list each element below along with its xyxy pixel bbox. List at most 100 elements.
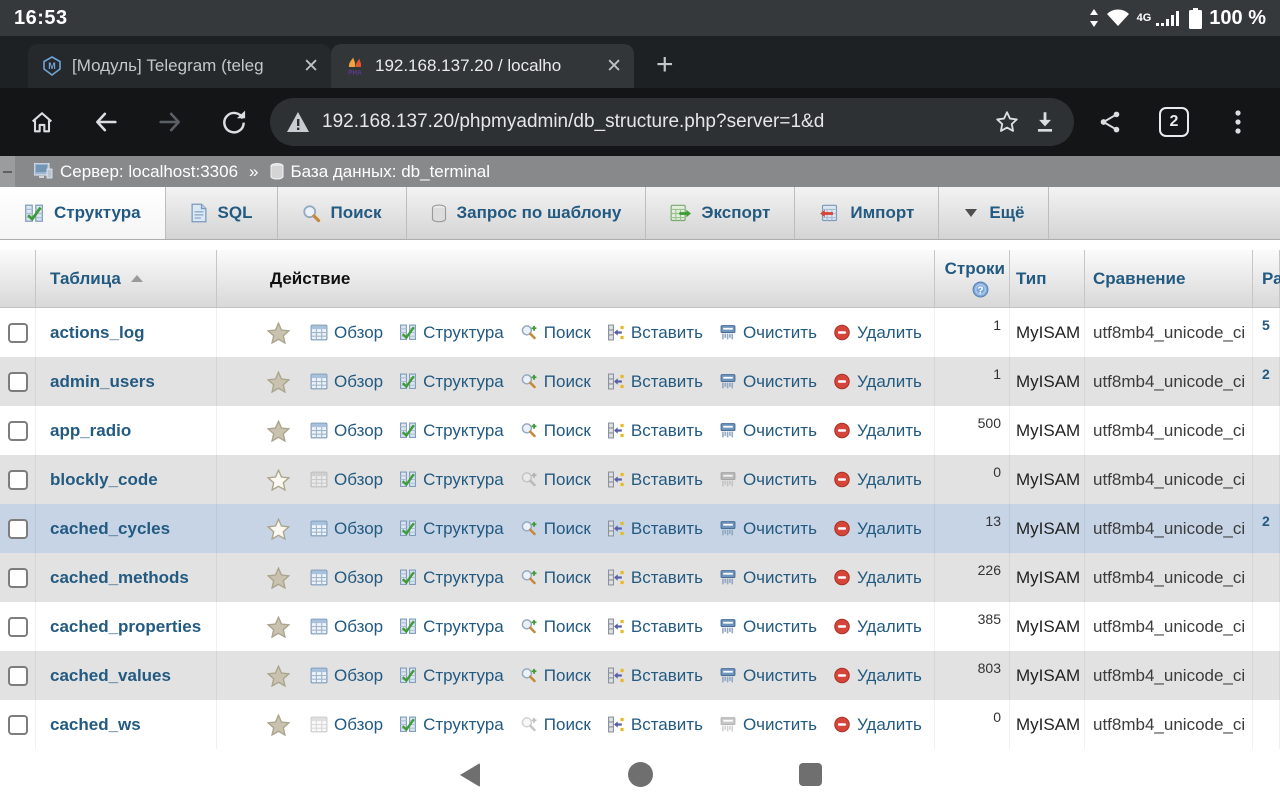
action-drop-link[interactable]: Удалить bbox=[833, 470, 922, 490]
pma-tab-search[interactable]: Поиск bbox=[278, 187, 407, 239]
reload-button[interactable] bbox=[206, 98, 262, 146]
header-collation-sort-link[interactable]: Сравнение bbox=[1093, 268, 1186, 288]
action-insert-link[interactable]: Вставить bbox=[607, 323, 703, 343]
favorite-star-icon[interactable] bbox=[267, 566, 290, 589]
action-struct-link[interactable]: Структура bbox=[399, 666, 504, 686]
close-tab-icon[interactable]: ✕ bbox=[303, 55, 319, 77]
row-checkbox[interactable] bbox=[7, 420, 28, 441]
pma-tab-sql[interactable]: SQL bbox=[166, 187, 278, 239]
action-browse-link[interactable]: Обзор bbox=[310, 372, 383, 392]
header-rows-sort-link[interactable]: Строки bbox=[944, 259, 1005, 278]
action-drop-link[interactable]: Удалить bbox=[833, 323, 922, 343]
bookmark-star-icon[interactable] bbox=[994, 109, 1020, 135]
header-type-sort-link[interactable]: Тип bbox=[1016, 268, 1047, 288]
action-empty-link[interactable]: Очистить bbox=[719, 372, 817, 392]
action-drop-link[interactable]: Удалить bbox=[833, 568, 922, 588]
action-browse-link[interactable]: Обзор bbox=[310, 617, 383, 637]
tab-switcher-button[interactable]: 2 bbox=[1146, 98, 1202, 146]
home-button[interactable] bbox=[14, 98, 70, 146]
close-tab-icon[interactable]: ✕ bbox=[606, 55, 622, 77]
action-struct-link[interactable]: Структура bbox=[399, 715, 504, 735]
action-empty-link[interactable]: Очистить bbox=[719, 323, 817, 343]
action-insert-link[interactable]: Вставить bbox=[607, 372, 703, 392]
action-struct-link[interactable]: Структура bbox=[399, 568, 504, 588]
row-checkbox[interactable] bbox=[7, 469, 28, 490]
row-checkbox[interactable] bbox=[7, 322, 28, 343]
action-struct-link[interactable]: Структура bbox=[399, 617, 504, 637]
url-text[interactable]: 192.168.137.20/phpmyadmin/db_structure.p… bbox=[322, 111, 825, 132]
action-browse-link[interactable]: Обзор bbox=[310, 715, 383, 735]
action-empty-link[interactable]: Очистить bbox=[719, 519, 817, 539]
favorite-star-icon[interactable] bbox=[267, 468, 290, 491]
action-browse-link[interactable]: Обзор bbox=[310, 323, 383, 343]
action-empty-link[interactable]: Очистить bbox=[719, 617, 817, 637]
row-checkbox[interactable] bbox=[7, 714, 28, 735]
back-button[interactable] bbox=[78, 98, 134, 146]
table-name-link[interactable]: cached_methods bbox=[50, 567, 189, 587]
favorite-star-icon[interactable] bbox=[267, 419, 290, 442]
browser-tab-telegram[interactable]: M [Модуль] Telegram (teleg ✕ bbox=[28, 44, 331, 88]
download-icon[interactable] bbox=[1032, 109, 1058, 135]
action-rsearch-link[interactable]: Поиск bbox=[520, 470, 591, 490]
action-struct-link[interactable]: Структура bbox=[399, 519, 504, 539]
pma-tab-structure[interactable]: Структура bbox=[0, 187, 166, 239]
action-rsearch-link[interactable]: Поиск bbox=[520, 323, 591, 343]
action-rsearch-link[interactable]: Поиск bbox=[520, 421, 591, 441]
action-browse-link[interactable]: Обзор bbox=[310, 666, 383, 686]
pma-tab-export[interactable]: Экспорт bbox=[646, 187, 796, 239]
action-insert-link[interactable]: Вставить bbox=[607, 715, 703, 735]
action-insert-link[interactable]: Вставить bbox=[607, 421, 703, 441]
action-browse-link[interactable]: Обзор bbox=[310, 519, 383, 539]
share-icon[interactable] bbox=[1082, 98, 1138, 146]
table-name-link[interactable]: app_radio bbox=[50, 420, 132, 440]
breadcrumb-database-link[interactable]: База данных: db_terminal bbox=[290, 161, 491, 181]
action-browse-link[interactable]: Обзор bbox=[310, 470, 383, 490]
table-name-link[interactable]: cached_values bbox=[50, 665, 171, 685]
action-insert-link[interactable]: Вставить bbox=[607, 666, 703, 686]
table-name-link[interactable]: cached_properties bbox=[50, 616, 202, 636]
action-insert-link[interactable]: Вставить bbox=[607, 617, 703, 637]
action-drop-link[interactable]: Удалить bbox=[833, 715, 922, 735]
rows-help-icon[interactable]: ? bbox=[972, 281, 989, 298]
action-rsearch-link[interactable]: Поиск bbox=[520, 519, 591, 539]
pma-tab-more[interactable]: Ещё bbox=[939, 187, 1050, 239]
action-struct-link[interactable]: Структура bbox=[399, 470, 504, 490]
action-empty-link[interactable]: Очистить bbox=[719, 470, 817, 490]
security-warning-icon[interactable] bbox=[286, 111, 310, 133]
action-empty-link[interactable]: Очистить bbox=[719, 715, 817, 735]
action-rsearch-link[interactable]: Поиск bbox=[520, 666, 591, 686]
action-struct-link[interactable]: Структура bbox=[399, 372, 504, 392]
android-home-button[interactable] bbox=[555, 762, 725, 787]
action-insert-link[interactable]: Вставить bbox=[607, 470, 703, 490]
action-insert-link[interactable]: Вставить bbox=[607, 519, 703, 539]
table-name-link[interactable]: actions_log bbox=[50, 322, 145, 342]
header-table-sort-link[interactable]: Таблица bbox=[50, 268, 121, 288]
action-browse-link[interactable]: Обзор bbox=[310, 568, 383, 588]
action-drop-link[interactable]: Удалить bbox=[833, 421, 922, 441]
forward-button[interactable] bbox=[142, 98, 198, 146]
row-checkbox[interactable] bbox=[7, 567, 28, 588]
action-rsearch-link[interactable]: Поиск bbox=[520, 568, 591, 588]
action-drop-link[interactable]: Удалить bbox=[833, 666, 922, 686]
table-name-link[interactable]: admin_users bbox=[50, 371, 155, 391]
action-drop-link[interactable]: Удалить bbox=[833, 372, 922, 392]
action-empty-link[interactable]: Очистить bbox=[719, 421, 817, 441]
table-name-link[interactable]: blockly_code bbox=[50, 469, 158, 489]
action-insert-link[interactable]: Вставить bbox=[607, 568, 703, 588]
action-struct-link[interactable]: Структура bbox=[399, 323, 504, 343]
action-empty-link[interactable]: Очистить bbox=[719, 666, 817, 686]
favorite-star-icon[interactable] bbox=[267, 664, 290, 687]
nav-panel-toggle[interactable] bbox=[0, 156, 15, 187]
favorite-star-icon[interactable] bbox=[267, 370, 290, 393]
action-empty-link[interactable]: Очистить bbox=[719, 568, 817, 588]
new-tab-button[interactable]: + bbox=[656, 48, 674, 81]
action-drop-link[interactable]: Удалить bbox=[833, 519, 922, 539]
action-browse-link[interactable]: Обзор bbox=[310, 421, 383, 441]
row-checkbox[interactable] bbox=[7, 371, 28, 392]
table-name-link[interactable]: cached_ws bbox=[50, 714, 141, 734]
favorite-star-icon[interactable] bbox=[267, 517, 290, 540]
table-name-link[interactable]: cached_cycles bbox=[50, 518, 171, 538]
header-size-sort-link[interactable]: Ра bbox=[1262, 268, 1280, 288]
action-drop-link[interactable]: Удалить bbox=[833, 617, 922, 637]
android-recents-button[interactable] bbox=[725, 763, 895, 786]
